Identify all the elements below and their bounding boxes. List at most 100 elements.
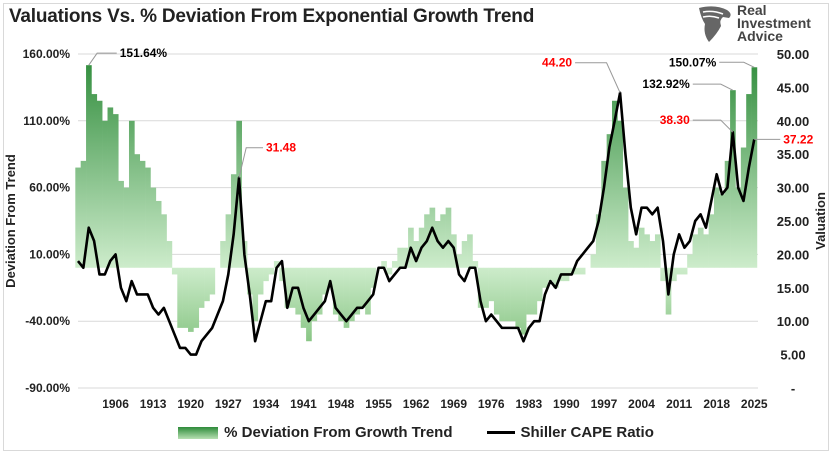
deviation-bar	[483, 267, 489, 308]
deviation-bar	[359, 267, 366, 308]
deviation-bar	[730, 90, 736, 268]
annotation-leader	[575, 62, 621, 93]
deviation-bar	[542, 267, 548, 288]
y-left-tick-label: -40.00%	[25, 314, 70, 328]
deviation-bar	[520, 267, 527, 335]
y-right-tick-label: 50.00	[777, 47, 810, 62]
deviation-bar	[579, 267, 586, 275]
y-right-tick-label: 30.00	[777, 181, 810, 196]
deviation-bar	[123, 187, 130, 268]
y-right-tick-label: 15.00	[777, 281, 810, 296]
deviation-bar	[601, 160, 607, 268]
logo-text: Real Investment Advice	[737, 2, 811, 43]
deviation-bar	[188, 267, 194, 332]
logo-line: Real	[737, 2, 767, 18]
deviation-bar	[622, 187, 629, 268]
deviation-bar	[252, 267, 259, 322]
deviation-bar	[638, 227, 645, 268]
deviation-bar	[477, 267, 484, 308]
deviation-bar	[332, 267, 339, 315]
deviation-bar	[284, 267, 291, 308]
deviation-bar	[676, 267, 683, 275]
deviation-bar	[467, 234, 473, 268]
legend-label: Shiller CAPE Ratio	[520, 424, 654, 441]
deviation-bar	[386, 267, 393, 275]
deviation-bar	[413, 241, 420, 268]
deviation-bar	[713, 187, 720, 268]
deviation-bar	[311, 267, 318, 322]
x-tick-label: 1927	[215, 397, 242, 411]
y-left-tick-label: 160.00%	[23, 47, 71, 61]
deviation-bar	[134, 154, 141, 268]
deviation-bar	[504, 267, 511, 322]
deviation-bar	[719, 194, 726, 268]
annotation-leader	[238, 147, 264, 178]
x-tick-label: 1920	[177, 397, 204, 411]
deviation-bar	[322, 267, 328, 295]
y-right-tick-label: 10.00	[777, 314, 810, 329]
deviation-bar	[751, 67, 758, 268]
annotation-label: 44.20	[542, 56, 572, 70]
deviation-bar	[112, 114, 119, 268]
deviation-bar	[80, 160, 87, 268]
deviation-bar	[649, 241, 656, 268]
deviation-bar	[526, 267, 532, 315]
x-tick-label: 1997	[591, 397, 618, 411]
deviation-bar	[182, 267, 189, 328]
x-tick-label: 1941	[290, 397, 317, 411]
deviation-bar	[510, 267, 516, 322]
legend-swatch-line	[486, 431, 515, 434]
deviation-bar	[724, 160, 731, 268]
y-left-axis-label: Deviation From Trend	[3, 154, 18, 288]
deviation-bar	[547, 267, 554, 282]
deviation-bar	[150, 187, 157, 268]
deviation-bar	[633, 247, 640, 268]
x-tick-label: 2025	[741, 397, 768, 411]
legend: % Deviation From Growth Trend Shiller CA…	[0, 424, 832, 441]
deviation-bar	[499, 267, 505, 322]
deviation-bar	[402, 247, 409, 268]
annotation-label: 150.07%	[669, 55, 717, 69]
deviation-bar	[306, 267, 312, 342]
deviation-bar	[617, 120, 624, 268]
annotation-leader	[88, 52, 117, 66]
deviation-bar	[177, 267, 183, 328]
x-tick-label: 1948	[328, 397, 355, 411]
annotation-leader	[692, 83, 733, 91]
deviation-bar	[746, 94, 752, 268]
y-right-axis-label: Valuation	[813, 192, 828, 250]
y-right-tick-label: -	[791, 381, 795, 396]
x-tick-label: 1983	[515, 397, 542, 411]
deviation-bar	[198, 267, 205, 308]
deviation-bar	[354, 267, 361, 315]
deviation-bar	[370, 267, 377, 288]
annotation-leader	[692, 119, 734, 133]
deviation-bar	[434, 221, 441, 268]
deviation-bar	[365, 267, 371, 315]
deviation-bar	[257, 267, 264, 295]
deviation-bar	[391, 261, 398, 268]
deviation-bar	[692, 234, 699, 268]
deviation-bar	[247, 267, 253, 295]
x-tick-label: 1990	[553, 397, 580, 411]
y-left-tick-label: 110.00%	[23, 114, 70, 128]
deviation-bar	[687, 254, 693, 268]
deviation-bar	[327, 267, 334, 288]
deviation-bar	[145, 167, 151, 268]
deviation-bar	[316, 267, 323, 315]
y-right-tick-label: 20.00	[777, 247, 810, 262]
deviation-bar	[263, 267, 269, 282]
deviation-bar	[445, 207, 452, 268]
deviation-bar	[343, 267, 350, 328]
deviation-bar	[472, 261, 479, 268]
deviation-bar	[493, 267, 500, 315]
deviation-bar	[161, 214, 167, 268]
deviation-bar	[139, 160, 146, 268]
deviation-bar	[531, 267, 538, 315]
deviation-bar	[128, 120, 135, 268]
deviation-bar	[590, 254, 597, 268]
deviation-bar	[397, 247, 404, 268]
y-left-tick-label: 10.00%	[29, 247, 70, 261]
